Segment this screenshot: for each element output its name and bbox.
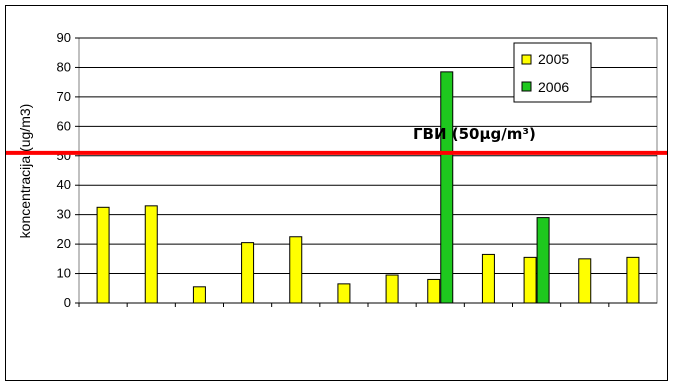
bar-2006 bbox=[440, 71, 454, 304]
y-axis-label: koncentracija (ug/m3) bbox=[17, 104, 33, 239]
bar-2005 bbox=[241, 242, 255, 304]
bar-2005 bbox=[289, 236, 303, 304]
bar-2005 bbox=[427, 278, 441, 304]
legend-label-2006: 2006 bbox=[538, 79, 569, 95]
bars bbox=[78, 71, 657, 307]
y-tick-label: 40 bbox=[57, 177, 71, 192]
y-tick-label: 20 bbox=[57, 236, 71, 251]
bar-2005 bbox=[96, 206, 110, 304]
legend-box bbox=[513, 42, 592, 103]
reference-line-label: ГВИ (50µg/m³) bbox=[413, 125, 536, 143]
y-tick-label: 30 bbox=[57, 207, 71, 222]
bar-2005 bbox=[192, 286, 206, 304]
y-tick-label: 80 bbox=[57, 59, 71, 74]
y-tick-label: 70 bbox=[57, 89, 71, 104]
bar-2006 bbox=[536, 217, 550, 304]
legend-label-2005: 2005 bbox=[538, 51, 569, 67]
y-tick-label: 0 bbox=[64, 295, 71, 310]
legend-swatch-2006 bbox=[521, 81, 532, 92]
bar-2005 bbox=[385, 274, 399, 304]
bar-2005 bbox=[626, 256, 640, 304]
bar-2005 bbox=[523, 256, 537, 304]
bar-chart: 0 10 20 30 40 50 60 70 80 90 ГВИ (50µg/m³) koncen… bbox=[6, 30, 667, 310]
y-tick-label: 50 bbox=[57, 148, 71, 163]
bar-2005 bbox=[578, 258, 592, 304]
y-tick-labels: 0 10 20 30 40 50 60 70 80 90 bbox=[57, 30, 71, 310]
bar-2005 bbox=[337, 283, 351, 304]
y-tick-label: 60 bbox=[57, 118, 71, 133]
legend: 2005 2006 bbox=[513, 42, 592, 103]
bar-2005 bbox=[144, 205, 158, 304]
chart-frame: 0 10 20 30 40 50 60 70 80 90 ГВИ (50µg/m³) koncen… bbox=[5, 5, 668, 381]
legend-swatch-2005 bbox=[521, 54, 532, 65]
y-tick-label: 10 bbox=[57, 266, 71, 281]
bar-2005 bbox=[481, 253, 495, 304]
y-tick-label: 90 bbox=[57, 30, 71, 45]
